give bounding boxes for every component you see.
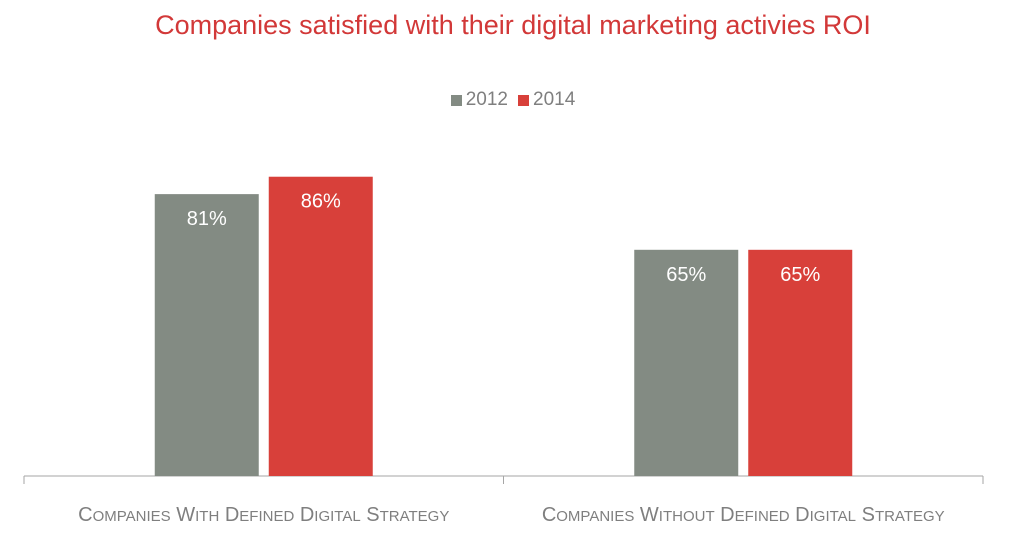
legend-item-2012: 2012	[450, 89, 508, 111]
legend-item-2014: 2014	[518, 89, 575, 111]
bar-2014-1	[268, 176, 373, 476]
legend-label-2014: 2014	[533, 89, 576, 110]
bar-2014-2	[748, 249, 853, 476]
chart-legend: 2012 2014	[0, 89, 1026, 111]
category-label-2: COMPANIES WITHOUT DEFINED DIGITAL STRATE…	[542, 504, 945, 526]
legend-label-2012: 2012	[465, 89, 508, 110]
chart-title: Companies satisfied with their digital m…	[155, 10, 871, 40]
bar-2012-2	[634, 249, 739, 476]
category-label-1: COMPANIES WITH DEFINED DIGITAL STRATEGY	[78, 504, 449, 526]
bar-2012-1	[154, 194, 259, 476]
data-label-2012-2: 65%	[666, 264, 706, 286]
data-label-2014-2: 65%	[780, 264, 820, 286]
legend-swatch-2014	[518, 94, 529, 106]
data-label-2012-1: 81%	[187, 208, 227, 230]
legend-swatch-2012	[450, 94, 462, 106]
data-label-2014-1: 86%	[301, 191, 341, 213]
